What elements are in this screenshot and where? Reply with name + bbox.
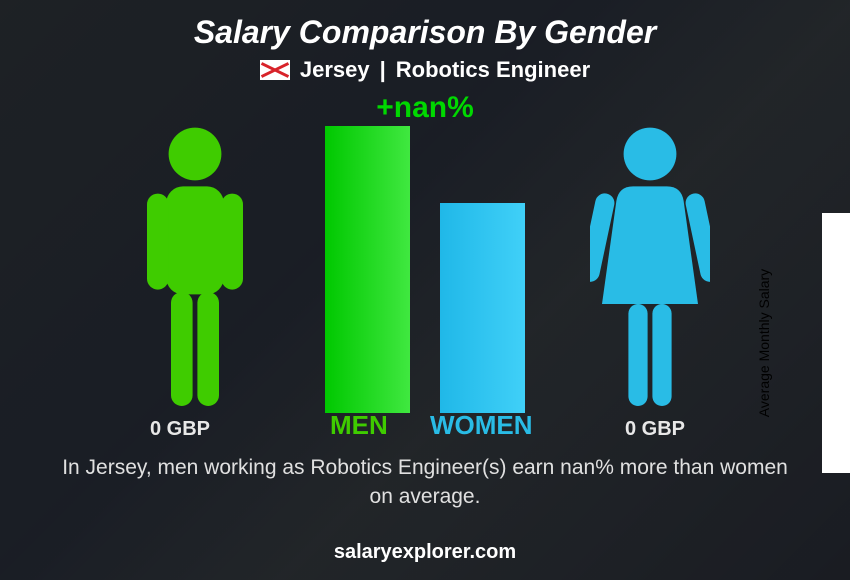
female-figure-icon (590, 123, 710, 413)
separator: | (380, 57, 386, 83)
chart-area: +nan% Average Monthly Salary 0 GBP MEN W… (0, 93, 850, 443)
location-text: Jersey (300, 57, 370, 83)
summary-text: In Jersey, men working as Robotics Engin… (0, 453, 850, 512)
y-axis-label: Average Monthly Salary (756, 269, 772, 417)
female-category-label: WOMEN (430, 410, 533, 441)
male-figure-icon (135, 123, 255, 413)
jersey-flag-icon (260, 60, 290, 80)
female-bar (440, 203, 525, 413)
male-bar (325, 126, 410, 413)
delta-label: +nan% (376, 91, 474, 125)
male-category-label: MEN (330, 410, 388, 441)
label-row: 0 GBP MEN WOMEN 0 GBP (0, 413, 850, 443)
subtitle-row: Jersey | Robotics Engineer (0, 57, 850, 83)
footer-source: salaryexplorer.com (0, 541, 850, 564)
page-title: Salary Comparison By Gender (0, 0, 850, 51)
female-salary-value: 0 GBP (625, 418, 685, 441)
male-salary-value: 0 GBP (150, 418, 210, 441)
role-text: Robotics Engineer (396, 57, 590, 83)
